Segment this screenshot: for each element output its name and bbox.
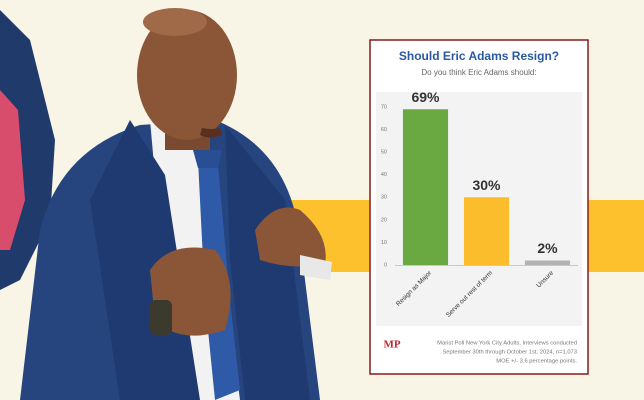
y-tick-label: 60 — [381, 127, 387, 133]
value-label: 2% — [537, 240, 558, 256]
bar — [402, 109, 449, 265]
footer-note: Marist Poll New York City Adults. Interv… — [437, 341, 577, 347]
footer-note: September 30th through October 1st, 2024… — [442, 350, 577, 356]
y-tick-label: 40 — [381, 172, 387, 178]
value-label: 30% — [472, 177, 501, 193]
bar — [463, 197, 510, 265]
bar — [524, 260, 571, 265]
y-tick-label: 30 — [381, 195, 387, 201]
y-tick-label: 70 — [381, 104, 387, 110]
footer-note: MOE +/- 3.6 percentage points. — [496, 359, 577, 365]
value-label: 69% — [411, 89, 440, 105]
logo: MP — [383, 339, 400, 351]
photo — [0, 8, 332, 400]
chart-subtitle: Do you think Eric Adams should: — [421, 68, 536, 77]
y-tick-label: 10 — [381, 240, 387, 246]
y-tick-label: 50 — [381, 150, 387, 156]
chart-title: Should Eric Adams Resign? — [399, 49, 559, 63]
y-tick-label: 0 — [384, 262, 387, 268]
y-tick-label: 20 — [381, 217, 387, 223]
